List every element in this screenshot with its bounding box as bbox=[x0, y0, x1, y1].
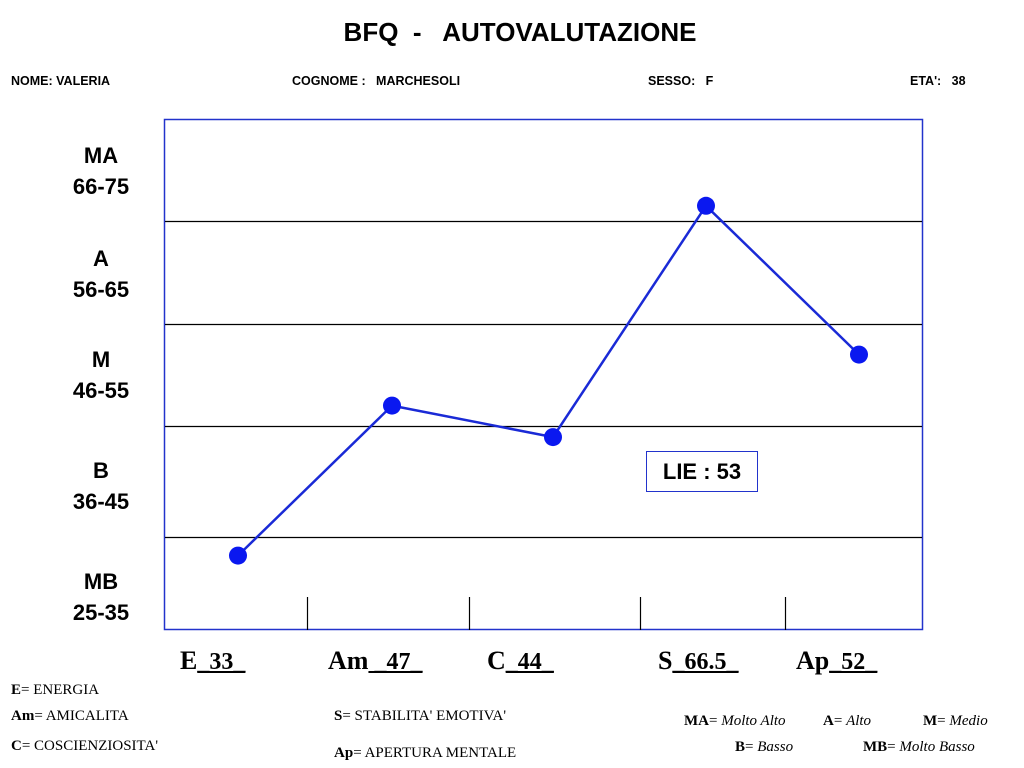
score-value: _66.5_ bbox=[672, 649, 739, 675]
legend-alto: A= Alto bbox=[823, 713, 871, 730]
band-code: MB bbox=[83, 569, 119, 594]
band-label-a: A 56-65 bbox=[40, 243, 162, 305]
band-range: 36-45 bbox=[72, 489, 130, 514]
legend-text: = ENERGIA bbox=[21, 682, 100, 698]
legend-apertura: Ap= APERTURA MENTALE bbox=[334, 745, 516, 762]
score-abbr: Am bbox=[328, 646, 369, 675]
band-code: MA bbox=[83, 143, 119, 168]
plot-frame bbox=[163, 118, 924, 631]
legend-eq: = bbox=[937, 713, 950, 729]
legend-text: Basso bbox=[757, 739, 794, 755]
data-point-ap bbox=[850, 345, 868, 364]
score-label-c: C_44_ bbox=[487, 646, 554, 676]
band-range: 46-55 bbox=[72, 378, 130, 403]
score-value: _47_ bbox=[368, 649, 423, 675]
data-point-s bbox=[697, 196, 715, 215]
score-label-s: S_66.5_ bbox=[658, 646, 738, 676]
legend-text: Alto bbox=[846, 713, 872, 729]
legend-energia: E= ENERGIA bbox=[11, 682, 99, 699]
score-abbr: Ap bbox=[796, 646, 830, 675]
band-range: 25-35 bbox=[72, 600, 130, 625]
legend-text: = COSCIENZIOSITA' bbox=[21, 738, 159, 754]
legend-abbr: C bbox=[11, 738, 22, 754]
legend-eq: = bbox=[709, 713, 722, 729]
data-point-e bbox=[229, 546, 247, 565]
legend-text: Medio bbox=[949, 713, 988, 729]
legend-abbr: E bbox=[11, 682, 22, 698]
legend-amicalita: Am= AMICALITA bbox=[11, 708, 129, 725]
page-title: BFQ - AUTOVALUTAZIONE bbox=[343, 17, 697, 47]
legend-eq: = bbox=[887, 739, 900, 755]
series-line bbox=[237, 203, 860, 557]
legend-abbr: MB bbox=[863, 739, 888, 755]
nome-field: NOME: VALERIA bbox=[11, 74, 111, 88]
score-abbr: C bbox=[487, 646, 506, 675]
score-label-e: E_33_ bbox=[180, 646, 245, 676]
legend-abbr: S bbox=[334, 708, 343, 724]
legend-abbr: B bbox=[735, 739, 746, 755]
band-label-mb: MB 25-35 bbox=[40, 566, 162, 628]
eta-field: ETA': 38 bbox=[910, 74, 966, 88]
band-range: 56-65 bbox=[72, 277, 130, 302]
legend-basso: B= Basso bbox=[735, 739, 793, 756]
sesso-field: SESSO: F bbox=[648, 74, 714, 88]
band-label-m: M 46-55 bbox=[40, 344, 162, 406]
data-point-c bbox=[544, 428, 562, 447]
band-label-ma: MA 66-75 bbox=[40, 140, 162, 202]
lie-score-box: LIE : 53 bbox=[646, 451, 758, 492]
score-value: _52_ bbox=[829, 649, 878, 675]
legend-abbr: Ap bbox=[334, 745, 354, 761]
band-code: M bbox=[91, 347, 111, 372]
legend-eq: = bbox=[833, 713, 847, 729]
legend-abbr: Am bbox=[11, 708, 35, 724]
legend-text: = APERTURA MENTALE bbox=[353, 745, 517, 761]
legend-abbr: A bbox=[823, 713, 834, 729]
score-value: _44_ bbox=[505, 649, 554, 675]
legend-text: Molto Alto bbox=[721, 713, 786, 729]
legend-text: = AMICALITA bbox=[34, 708, 129, 724]
data-point-am bbox=[383, 396, 401, 415]
series-markers bbox=[229, 196, 868, 565]
band-code: A bbox=[93, 246, 109, 271]
score-value: _33_ bbox=[197, 649, 246, 675]
legend-medio: M= Medio bbox=[923, 713, 988, 730]
cognome-field: COGNOME : MARCHESOLI bbox=[292, 74, 461, 88]
band-range: 66-75 bbox=[72, 174, 130, 199]
legend-text: = STABILITA' EMOTIVA' bbox=[342, 708, 507, 724]
score-abbr: S bbox=[658, 646, 673, 675]
band-label-b: B 36-45 bbox=[40, 455, 162, 517]
legend-molto-alto: MA= Molto Alto bbox=[684, 713, 786, 730]
legend-abbr: MA bbox=[684, 713, 709, 729]
band-code: B bbox=[93, 458, 109, 483]
legend-text: Molto Basso bbox=[899, 739, 975, 755]
score-abbr: E bbox=[180, 646, 198, 675]
legend-molto-basso: MB= Molto Basso bbox=[863, 739, 975, 756]
score-label-ap: Ap_52_ bbox=[796, 646, 877, 676]
legend-coscienziosita: C= COSCIENZIOSITA' bbox=[11, 738, 158, 755]
legend-stabilita: S= STABILITA' EMOTIVA' bbox=[334, 708, 506, 725]
legend-abbr: M bbox=[923, 713, 938, 729]
score-label-am: Am _47_ bbox=[328, 646, 422, 676]
legend-eq: = bbox=[745, 739, 758, 755]
